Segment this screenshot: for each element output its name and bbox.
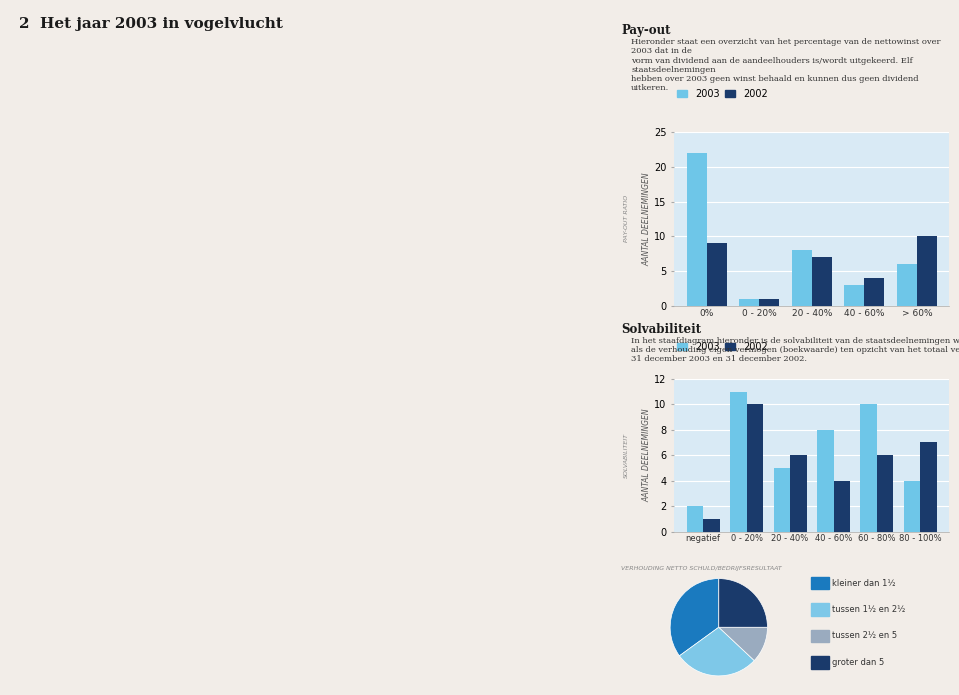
Y-axis label: AANTAL DEELNEMINGEN: AANTAL DEELNEMINGEN (643, 409, 651, 502)
Wedge shape (670, 578, 719, 656)
Bar (747, 404, 763, 532)
Legend: 2003, 2002: 2003, 2002 (673, 338, 772, 356)
Bar (774, 468, 790, 532)
Bar (917, 236, 937, 306)
Bar (687, 153, 707, 306)
Bar (739, 299, 760, 306)
Bar (877, 455, 894, 532)
Text: kleiner dan 1½: kleiner dan 1½ (832, 579, 896, 587)
Bar (817, 430, 833, 532)
Bar (790, 455, 807, 532)
Text: In het staafdiagram hieronder is de solvabiliteit van de staatsdeelnemingen weer: In het staafdiagram hieronder is de solv… (631, 337, 959, 363)
Bar (860, 404, 877, 532)
Text: 2  Het jaar 2003 in vogelvlucht: 2 Het jaar 2003 in vogelvlucht (19, 17, 283, 31)
Bar (707, 243, 727, 306)
Text: Solvabiliteit: Solvabiliteit (621, 323, 702, 336)
Text: PAY-OUT RATIO: PAY-OUT RATIO (623, 195, 629, 243)
Text: Pay-out: Pay-out (621, 24, 671, 38)
Legend: 2003, 2002: 2003, 2002 (673, 85, 772, 103)
Y-axis label: AANTAL DEELNEMINGEN: AANTAL DEELNEMINGEN (643, 172, 651, 265)
Bar (792, 250, 811, 306)
Text: SOLVABILITEIT: SOLVABILITEIT (623, 433, 629, 477)
Bar (833, 481, 850, 532)
Bar (730, 391, 747, 532)
Text: tussen 2½ en 5: tussen 2½ en 5 (832, 632, 898, 640)
Bar (921, 443, 937, 532)
Text: Hieronder staat een overzicht van het percentage van de nettowinst over 2003 dat: Hieronder staat een overzicht van het pe… (631, 38, 941, 92)
Bar (844, 285, 864, 306)
Bar (760, 299, 780, 306)
Bar (687, 506, 703, 532)
Bar (864, 278, 884, 306)
Wedge shape (679, 627, 755, 676)
Text: VERHOUDING NETTO SCHULD/BEDRIJFSRESULTAAT: VERHOUDING NETTO SCHULD/BEDRIJFSRESULTAA… (621, 566, 783, 571)
Wedge shape (719, 578, 767, 627)
Text: groter dan 5: groter dan 5 (832, 658, 885, 667)
Wedge shape (719, 627, 767, 660)
Bar (703, 519, 719, 532)
Bar (904, 481, 921, 532)
Text: tussen 1½ en 2½: tussen 1½ en 2½ (832, 605, 905, 614)
Bar (897, 264, 917, 306)
Bar (811, 257, 831, 306)
